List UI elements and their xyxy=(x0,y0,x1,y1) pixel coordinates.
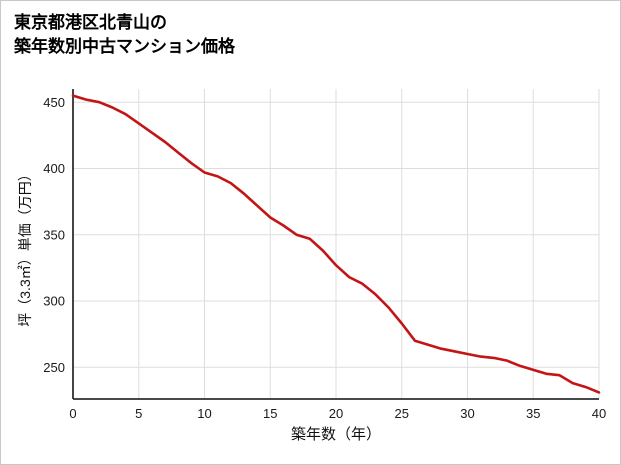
x-tick-label: 30 xyxy=(460,406,474,421)
x-tick-label: 40 xyxy=(592,406,606,421)
chart-title: 東京都港区北青山の 築年数別中古マンション価格 xyxy=(14,11,235,59)
x-tick-label: 5 xyxy=(135,406,142,421)
y-tick-label: 350 xyxy=(43,227,65,242)
y-tick-label: 300 xyxy=(43,294,65,309)
price-line-series xyxy=(71,94,601,394)
x-tick-label: 10 xyxy=(197,406,211,421)
y-tick-label: 250 xyxy=(43,360,65,375)
x-axis-label: 築年数（年） xyxy=(290,426,381,443)
x-tick-label: 20 xyxy=(329,406,343,421)
chart-title-line1: 東京都港区北青山の xyxy=(14,13,167,32)
x-tick-label: 25 xyxy=(395,406,409,421)
y-tick-label: 450 xyxy=(43,95,65,110)
x-tick-label: 15 xyxy=(263,406,277,421)
chart-title-line2: 築年数別中古マンション価格 xyxy=(14,36,235,56)
x-tick-label: 35 xyxy=(526,406,540,421)
x-tick-label: 0 xyxy=(69,406,76,421)
y-axis-label: 坪（3.3㎡）単価（万円） xyxy=(17,167,33,327)
y-tick-label: 400 xyxy=(43,161,65,176)
